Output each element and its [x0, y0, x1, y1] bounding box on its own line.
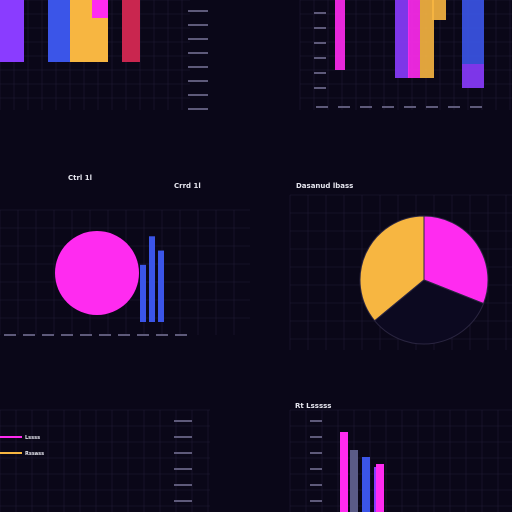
- tick-label: [174, 484, 192, 486]
- tick-placeholder: [188, 288, 208, 290]
- tick-label: [360, 106, 372, 108]
- pie-slice: [423, 215, 489, 305]
- bar: [350, 450, 358, 512]
- tick-label: [310, 436, 322, 438]
- tick-label: [61, 334, 73, 336]
- tick-label: [156, 334, 168, 336]
- pie-slice: [373, 279, 485, 345]
- tick-label: [42, 334, 54, 336]
- bar-overlay: [92, 0, 108, 18]
- legend: Lssss Rssass: [0, 435, 44, 457]
- tick-label: [314, 57, 326, 59]
- chart-title-ctrl: Ctrl 1l: [68, 174, 92, 182]
- bars-top-left: [0, 0, 208, 110]
- pie-right: [359, 215, 489, 345]
- tick-label: [314, 72, 326, 74]
- tick-label: [188, 38, 208, 40]
- tick-label: [188, 24, 208, 26]
- tick-placeholder: [188, 232, 208, 234]
- bars-mid-left: [140, 236, 164, 322]
- chart-title-rt: Rt Lsssss: [295, 402, 331, 410]
- tick-label: [316, 106, 328, 108]
- tick-label: [188, 10, 208, 12]
- bar: [395, 0, 409, 78]
- bar: [462, 64, 484, 88]
- tick-label: [174, 500, 192, 502]
- bar: [122, 0, 140, 62]
- legend-label-1: Lssss: [25, 435, 40, 441]
- bars-bottom-right: [174, 190, 384, 512]
- pie-slice: [55, 231, 139, 315]
- tick-label: [314, 42, 326, 44]
- tick-label: [470, 106, 482, 108]
- bar: [70, 0, 92, 62]
- tick-label: [310, 500, 322, 502]
- bar: [376, 464, 384, 512]
- tick-placeholder: [188, 274, 208, 276]
- tick-label: [338, 106, 350, 108]
- tick-label: [310, 468, 322, 470]
- tick-label: [426, 106, 438, 108]
- tick-label: [188, 94, 208, 96]
- tick-label: [80, 334, 92, 336]
- bar: [462, 0, 484, 64]
- tick-label: [99, 334, 111, 336]
- pie-left: [4, 231, 187, 336]
- tick-placeholder: [188, 190, 208, 192]
- tick-label: [310, 452, 322, 454]
- tick-label: [382, 106, 394, 108]
- bar: [408, 0, 420, 78]
- tick-label: [137, 334, 149, 336]
- chart-title-dasanud: Dasanud lbass: [296, 182, 353, 190]
- bar: [362, 457, 370, 512]
- bar: [48, 0, 70, 62]
- tick-placeholder: [188, 246, 208, 248]
- tick-placeholder: [188, 204, 208, 206]
- chart-title-crrd: Crrd 1l: [174, 182, 201, 190]
- bar: [140, 264, 146, 322]
- tick-label: [314, 87, 326, 89]
- bar: [335, 0, 345, 70]
- tick-label: [314, 12, 326, 14]
- tick-label: [174, 420, 192, 422]
- tick-label: [314, 27, 326, 29]
- tick-label: [188, 52, 208, 54]
- tick-label: [23, 334, 35, 336]
- bar: [420, 0, 434, 78]
- bar: [0, 0, 24, 62]
- legend-label-2: Rssass: [25, 451, 44, 457]
- tick-label: [188, 80, 208, 82]
- tick-placeholder: [188, 260, 208, 262]
- bar: [432, 0, 446, 20]
- bars-top-right: [314, 0, 484, 108]
- tick-label: [188, 66, 208, 68]
- tick-label: [404, 106, 416, 108]
- tick-label: [310, 420, 322, 422]
- tick-label: [310, 484, 322, 486]
- tick-label: [188, 108, 208, 110]
- tick-label: [175, 334, 187, 336]
- tick-label: [118, 334, 130, 336]
- bar: [149, 236, 155, 322]
- tick-label: [174, 452, 192, 454]
- tick-placeholder: [188, 218, 208, 220]
- tick-label: [448, 106, 460, 108]
- bar: [340, 432, 348, 512]
- tick-label: [4, 334, 16, 336]
- pie-slice: [359, 215, 425, 322]
- tick-label: [174, 468, 192, 470]
- tick-label: [174, 436, 192, 438]
- bar: [158, 250, 164, 322]
